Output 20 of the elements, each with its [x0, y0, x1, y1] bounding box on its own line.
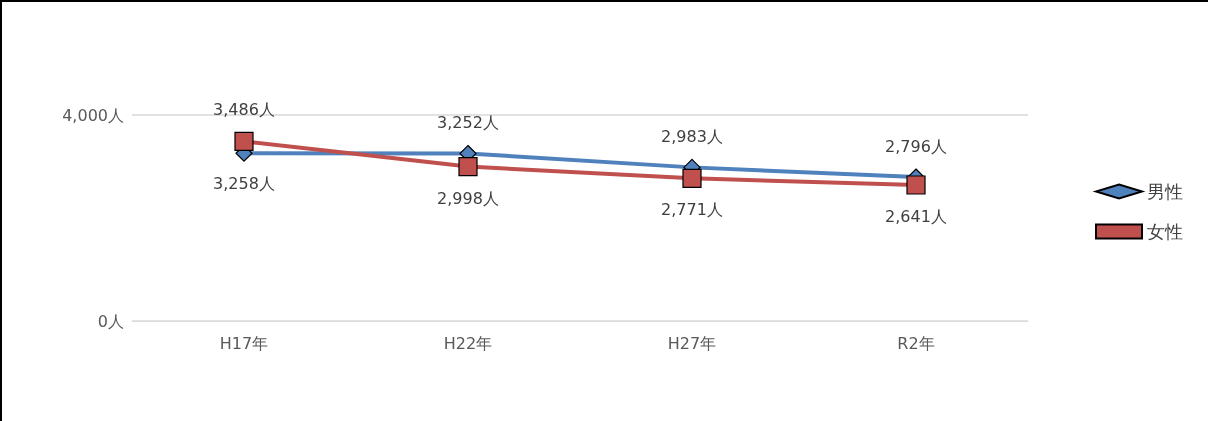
point: [234, 131, 254, 152]
data-label: 2,983人: [661, 127, 723, 147]
data-label: 3,252人: [437, 113, 499, 133]
y-tick-label: 4,000人: [62, 105, 124, 125]
data-label: 2,998人: [437, 188, 499, 208]
x-tick-label: R2年: [897, 333, 935, 353]
x-tick-label: H17年: [219, 333, 269, 353]
y-tick-label: 0人: [97, 311, 124, 331]
legend-label: 女性: [1147, 221, 1183, 242]
data-label: 3,486人: [213, 100, 275, 120]
point: [906, 175, 926, 195]
data-label: 2,771人: [661, 200, 723, 220]
data-label: 3,258人: [213, 174, 275, 194]
point: [682, 168, 702, 188]
point: [458, 157, 478, 177]
data-label: 2,796人: [885, 136, 947, 156]
legend-label: 男性: [1147, 181, 1183, 202]
x-tick-label: H27年: [667, 333, 717, 353]
x-tick-label: H22年: [443, 333, 493, 353]
data-label: 2,641人: [885, 207, 947, 227]
